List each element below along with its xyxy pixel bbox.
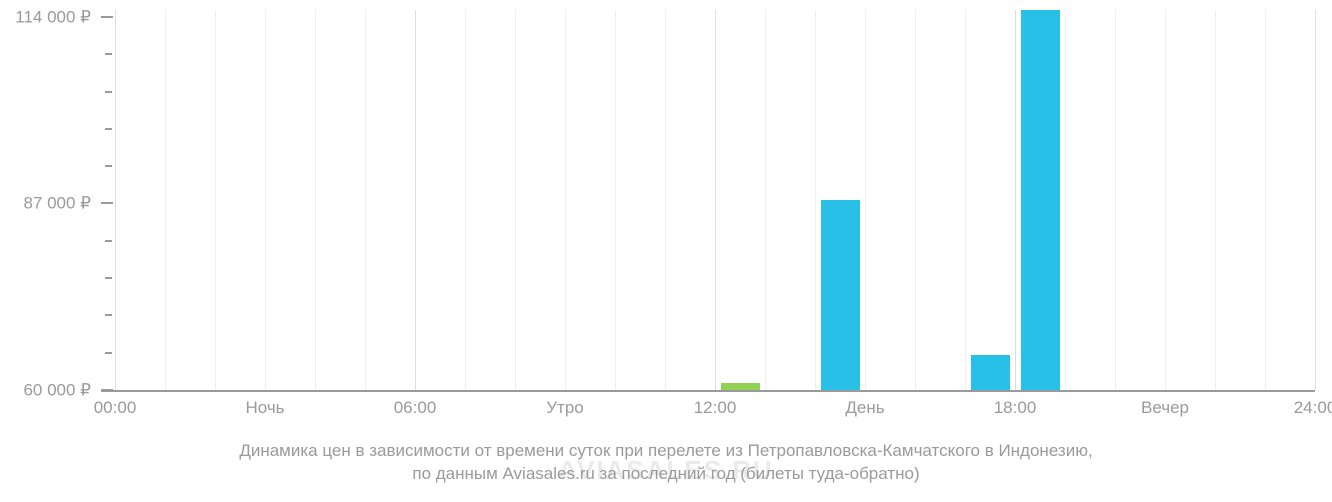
- y-tick-label: 87 000 ₽: [0, 195, 115, 212]
- x-hour-label: 12:00: [694, 398, 737, 418]
- grid-vline: [1115, 10, 1116, 390]
- grid-vline: [115, 10, 116, 390]
- y-minor-tick: [105, 352, 112, 354]
- grid-vline: [715, 10, 716, 390]
- x-period-label: Ночь: [245, 398, 284, 418]
- x-period-label: Утро: [546, 398, 584, 418]
- grid-vline: [965, 10, 966, 390]
- y-tick-mark: [101, 16, 113, 18]
- price-by-hour-chart: AVIASALES.RU 60 000 ₽87 000 ₽114 000 ₽ 0…: [0, 0, 1332, 502]
- grid-vline: [565, 10, 566, 390]
- grid-vline: [515, 10, 516, 390]
- grid-vline: [365, 10, 366, 390]
- y-minor-tick: [105, 277, 112, 279]
- y-minor-tick: [105, 314, 112, 316]
- grid-vline: [665, 10, 666, 390]
- y-tick-label: 60 000 ₽: [0, 382, 115, 399]
- grid-vline: [265, 10, 266, 390]
- grid-vline: [915, 10, 916, 390]
- y-minor-tick: [105, 128, 112, 130]
- grid-vline: [1065, 10, 1066, 390]
- caption-line-2: по данным Aviasales.ru за последний год …: [0, 463, 1332, 486]
- grid-vline: [215, 10, 216, 390]
- x-hour-label: 00:00: [94, 398, 137, 418]
- x-hour-label: 06:00: [394, 398, 437, 418]
- grid-vline: [1265, 10, 1266, 390]
- x-period-label: День: [845, 398, 884, 418]
- grid-vline: [1165, 10, 1166, 390]
- caption-line-1: Динамика цен в зависимости от времени су…: [0, 440, 1332, 463]
- chart-caption: Динамика цен в зависимости от времени су…: [0, 440, 1332, 486]
- y-minor-tick: [105, 240, 112, 242]
- x-period-label: Вечер: [1141, 398, 1189, 418]
- x-baseline: [101, 390, 1315, 392]
- grid-vline: [1315, 10, 1316, 390]
- grid-vline: [865, 10, 866, 390]
- grid-vline: [165, 10, 166, 390]
- price-bar: [971, 355, 1010, 390]
- grid-vline: [465, 10, 466, 390]
- grid-vline: [1015, 10, 1016, 390]
- y-minor-tick: [105, 53, 112, 55]
- grid-vline: [815, 10, 816, 390]
- grid-vline: [315, 10, 316, 390]
- x-hour-label: 24:00: [1294, 398, 1332, 418]
- x-hour-label: 18:00: [994, 398, 1037, 418]
- grid-vline: [1215, 10, 1216, 390]
- plot-area: [115, 10, 1315, 390]
- y-minor-tick: [105, 165, 112, 167]
- price-bar: [721, 383, 760, 390]
- price-bar: [1021, 10, 1060, 390]
- price-bar: [821, 200, 860, 390]
- y-tick-mark: [101, 202, 113, 204]
- grid-vline: [765, 10, 766, 390]
- grid-vline: [615, 10, 616, 390]
- y-tick-label: 114 000 ₽: [0, 8, 115, 25]
- grid-vline: [415, 10, 416, 390]
- x-axis-labels: 00:0006:0012:0018:0024:00НочьУтроДеньВеч…: [115, 398, 1315, 428]
- y-minor-tick: [105, 91, 112, 93]
